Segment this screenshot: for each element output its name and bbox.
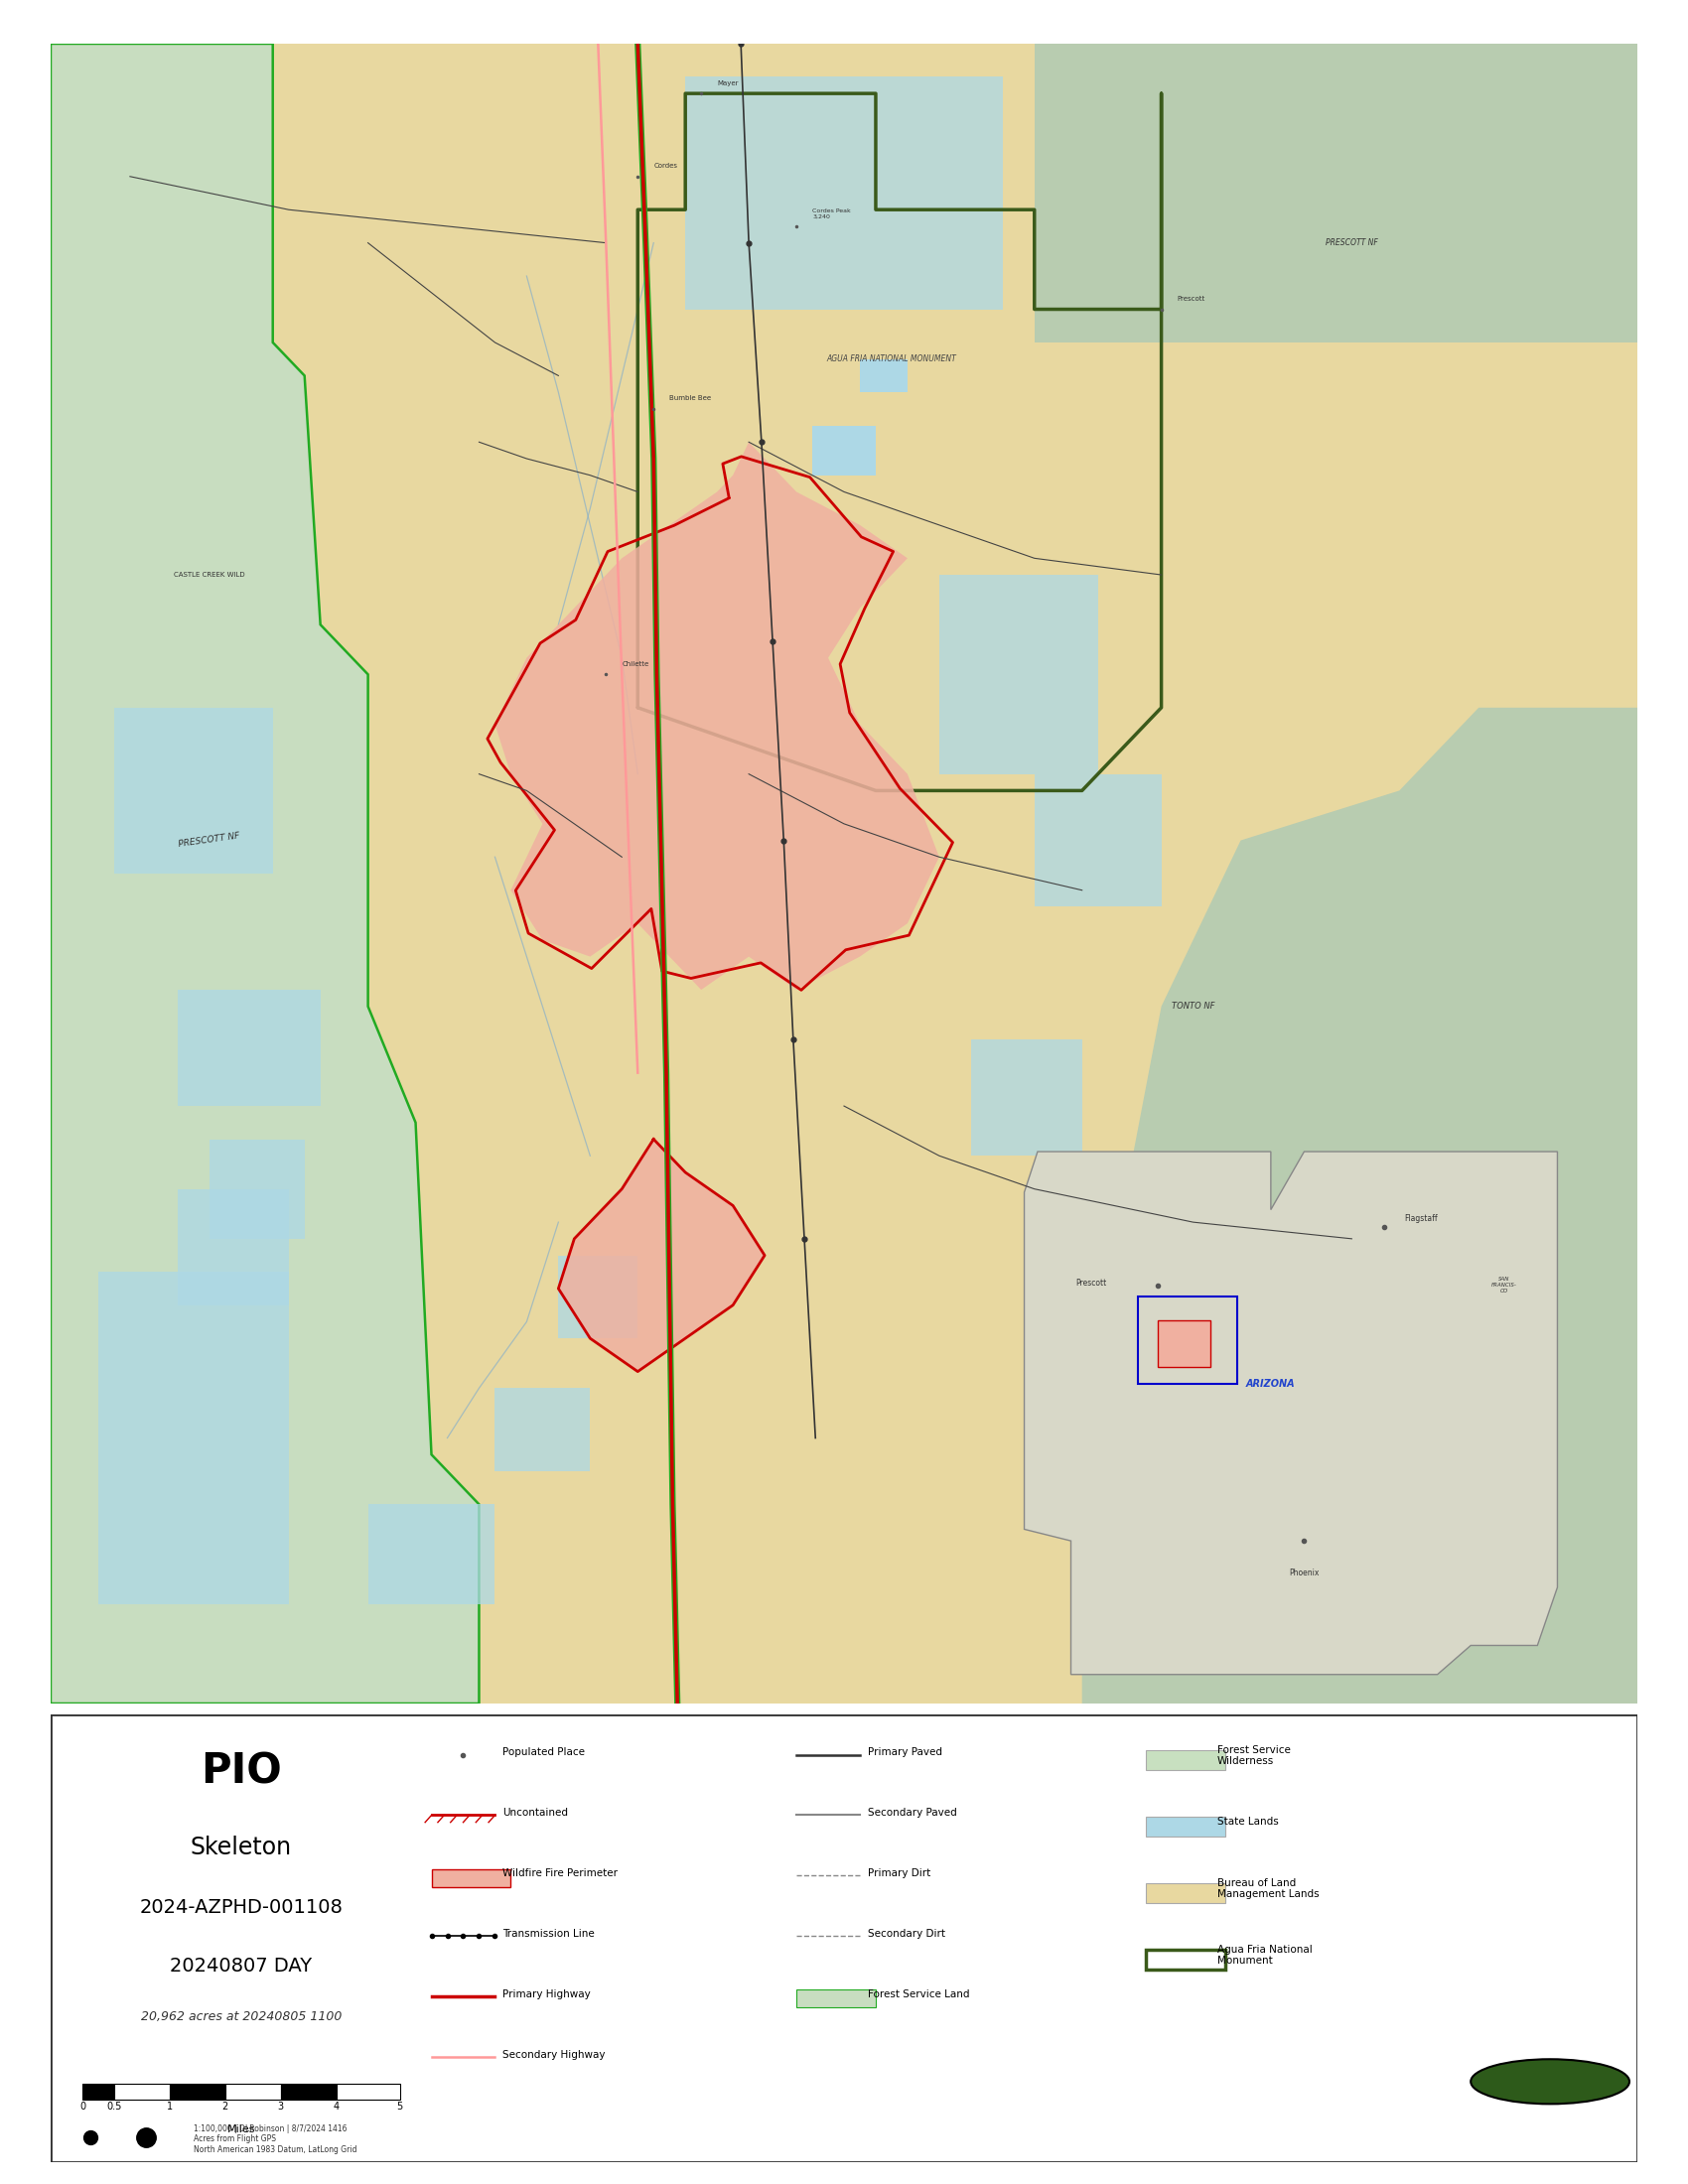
Text: 20,962 acres at 20240805 1100: 20,962 acres at 20240805 1100 xyxy=(140,2009,341,2022)
Text: AGUA FRIA NATIONAL MONUMENT: AGUA FRIA NATIONAL MONUMENT xyxy=(827,354,957,363)
Bar xyxy=(98,1271,289,1603)
Bar xyxy=(83,2084,115,2099)
Text: Forest Service
Wilderness: Forest Service Wilderness xyxy=(1217,1745,1290,1767)
Text: State Lands: State Lands xyxy=(1217,1817,1278,1828)
Text: Agua Fria National
Monument: Agua Fria National Monument xyxy=(1217,1944,1312,1966)
Bar xyxy=(495,1389,591,1472)
Bar xyxy=(1146,1883,1225,1904)
Polygon shape xyxy=(495,441,939,989)
Text: 20240807 DAY: 20240807 DAY xyxy=(170,1957,312,1974)
Text: 4: 4 xyxy=(333,2101,339,2112)
Bar xyxy=(797,1990,876,2007)
Bar xyxy=(859,358,908,393)
Text: Bumble Bee: Bumble Bee xyxy=(670,395,711,402)
Text: PRESCOTT NF: PRESCOTT NF xyxy=(1325,238,1377,247)
Text: 0: 0 xyxy=(79,2101,86,2112)
Text: CASTLE CREEK WILD: CASTLE CREEK WILD xyxy=(174,572,245,579)
Text: PRESCOTT NF: PRESCOTT NF xyxy=(179,832,240,850)
Text: Forest Service Land: Forest Service Land xyxy=(868,1990,969,1998)
Text: 3: 3 xyxy=(277,2101,284,2112)
Circle shape xyxy=(1470,2060,1629,2103)
Text: Primary Dirt: Primary Dirt xyxy=(868,1870,930,1878)
Bar xyxy=(939,574,1097,773)
Bar xyxy=(1146,1950,1225,1970)
Text: 1:100,000 | DLRobinson | 8/7/2024 1416: 1:100,000 | DLRobinson | 8/7/2024 1416 xyxy=(194,2125,346,2134)
Text: 1: 1 xyxy=(167,2101,172,2112)
Text: PIO: PIO xyxy=(201,1749,282,1791)
Text: Acres from Flight GPS: Acres from Flight GPS xyxy=(194,2134,275,2143)
Text: Skeleton: Skeleton xyxy=(191,1835,292,1859)
Text: Mayer: Mayer xyxy=(717,81,738,85)
Text: Secondary Highway: Secondary Highway xyxy=(503,2051,606,2060)
Text: North American 1983 Datum, LatLong Grid: North American 1983 Datum, LatLong Grid xyxy=(194,2145,356,2153)
Bar xyxy=(559,1256,638,1339)
Bar xyxy=(115,2084,169,2099)
Polygon shape xyxy=(1082,708,1637,1704)
Text: Wildfire Fire Perimeter: Wildfire Fire Perimeter xyxy=(503,1870,618,1878)
Text: Secondary Dirt: Secondary Dirt xyxy=(868,1928,945,1939)
Bar xyxy=(1146,1817,1225,1837)
Text: Uncontained: Uncontained xyxy=(503,1808,569,1817)
Text: Populated Place: Populated Place xyxy=(503,1747,586,1758)
Text: Prescott: Prescott xyxy=(1177,297,1205,301)
Text: Cordes: Cordes xyxy=(653,164,677,168)
Text: Bureau of Land
Management Lands: Bureau of Land Management Lands xyxy=(1217,1878,1318,1900)
Bar xyxy=(115,708,273,874)
Bar xyxy=(280,2084,336,2099)
Bar xyxy=(209,1140,304,1238)
Text: USDA
FS: USDA FS xyxy=(1539,2075,1561,2088)
Bar xyxy=(1146,1749,1225,1771)
Bar xyxy=(336,2084,400,2099)
Polygon shape xyxy=(1035,44,1637,343)
Bar xyxy=(177,989,321,1105)
Text: 2024-AZPHD-001108: 2024-AZPHD-001108 xyxy=(140,1898,343,1918)
Text: Transmission Line: Transmission Line xyxy=(503,1928,594,1939)
Polygon shape xyxy=(51,44,479,1704)
Bar xyxy=(971,1040,1082,1155)
Text: TONTO NF: TONTO NF xyxy=(1171,1002,1215,1011)
Text: 2: 2 xyxy=(223,2101,228,2112)
Text: Primary Highway: Primary Highway xyxy=(503,1990,591,1998)
Bar xyxy=(1035,773,1161,906)
Text: Primary Paved: Primary Paved xyxy=(868,1747,942,1758)
Text: Chilette: Chilette xyxy=(621,662,648,666)
Bar xyxy=(177,1188,289,1306)
Text: Secondary Paved: Secondary Paved xyxy=(868,1808,957,1817)
Bar xyxy=(169,2084,225,2099)
Bar xyxy=(225,2084,280,2099)
Text: 0.5: 0.5 xyxy=(106,2101,122,2112)
Bar xyxy=(812,426,876,476)
Text: Cordes Peak
3,240: Cordes Peak 3,240 xyxy=(812,207,851,218)
Bar xyxy=(685,76,1003,310)
Bar xyxy=(432,1870,511,1887)
Text: Miles: Miles xyxy=(226,2125,255,2134)
Text: 5: 5 xyxy=(397,2101,403,2112)
Bar xyxy=(368,1505,495,1603)
Polygon shape xyxy=(559,1140,765,1372)
